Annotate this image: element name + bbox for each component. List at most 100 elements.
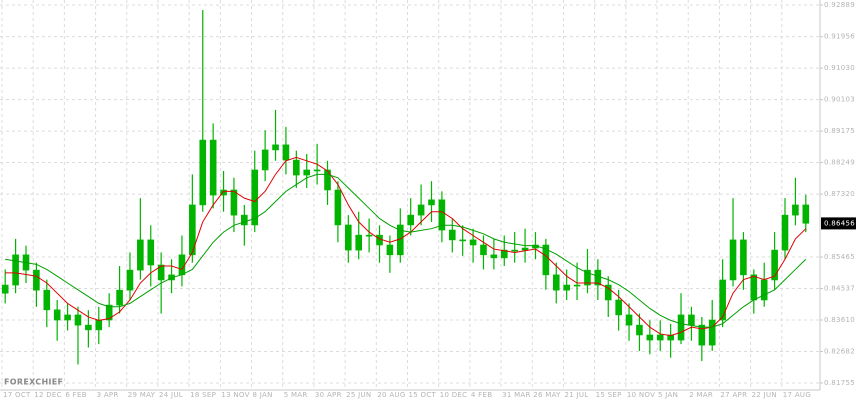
- moving-average-line: [5, 173, 807, 328]
- candle-body: [688, 314, 695, 326]
- y-tick-label: 0.92889: [824, 1, 855, 9]
- candle-body: [293, 159, 300, 176]
- candle-body: [781, 214, 789, 251]
- plot-area: [1, 10, 810, 365]
- candle-body: [677, 314, 685, 341]
- candle-body: [355, 234, 363, 251]
- candle-body: [792, 204, 799, 216]
- candle-body: [386, 244, 394, 256]
- y-tick-label: 0.84537: [824, 285, 855, 293]
- candle-body: [708, 319, 716, 346]
- y-tick-label: 0.87320: [824, 190, 855, 198]
- axis-labels: 0.92889 0.91956 0.91030 0.90103 0.89175 0.882…: [3, 1, 856, 399]
- candle-body: [324, 169, 331, 191]
- x-tick-label: 13 NOV: [221, 391, 249, 399]
- candle-body: [480, 244, 487, 256]
- candle-body: [157, 264, 165, 281]
- candle-body: [116, 289, 123, 306]
- candle-body: [428, 199, 435, 206]
- candle-body: [802, 204, 810, 224]
- candle-body: [448, 229, 456, 241]
- moving-average-line: [5, 156, 807, 337]
- candle-body: [500, 249, 508, 259]
- x-tick-label: 30 APR: [315, 391, 342, 399]
- x-tick-label: 17 OCT: [3, 391, 31, 399]
- candle-body: [646, 334, 654, 341]
- candle-body: [698, 324, 706, 346]
- x-tick-label: 26 MAY: [533, 391, 561, 399]
- candle-body: [563, 284, 570, 291]
- y-tick-label: 0.83610: [824, 316, 855, 324]
- candle-body: [261, 149, 269, 171]
- candle-body: [625, 314, 633, 326]
- x-tick-label: 31 MAR: [502, 391, 531, 399]
- candle-body: [511, 249, 518, 252]
- x-tick-label: 12 DEC: [34, 391, 62, 399]
- candle-body: [147, 239, 155, 266]
- candle-body: [667, 334, 674, 341]
- candle-body: [729, 239, 737, 281]
- candle-body: [407, 214, 414, 226]
- y-tick-label: 0.89175: [824, 127, 855, 135]
- candle-body: [438, 199, 446, 231]
- x-tick-label: 15 OCT: [409, 391, 437, 399]
- x-tick-label: 15 SEP: [596, 391, 622, 399]
- candle-body: [552, 274, 560, 291]
- x-tick-label: 20 AUG: [377, 391, 405, 399]
- candle-body: [365, 234, 373, 237]
- candle-body: [1, 284, 9, 294]
- x-tick-label: 22 JUN: [752, 391, 777, 399]
- candle-body: [85, 324, 92, 331]
- candle-body: [459, 239, 466, 242]
- candle-body: [126, 269, 134, 291]
- x-tick-label: 21 JUL: [564, 391, 588, 399]
- candle-body: [53, 309, 61, 321]
- x-tick-label: 18 SEP: [190, 391, 216, 399]
- candle-body: [95, 319, 103, 331]
- candle-body: [615, 299, 622, 316]
- candle-body: [760, 279, 768, 301]
- candle-body: [74, 314, 82, 326]
- candle-body: [313, 169, 321, 172]
- x-tick-label: 4 FEB: [471, 391, 492, 399]
- candle-body: [636, 324, 643, 336]
- candle-body: [417, 204, 425, 216]
- candle-body: [209, 139, 217, 196]
- candle-body: [199, 139, 207, 206]
- x-tick-label: 29 MAY: [128, 391, 156, 399]
- candle-body: [230, 189, 238, 216]
- candle-body: [220, 189, 227, 196]
- candle-body: [771, 249, 778, 281]
- candle-body: [241, 214, 248, 226]
- last-price-label: 0.86456: [824, 219, 855, 227]
- candle-body: [604, 284, 612, 301]
- candle-body: [345, 224, 352, 251]
- x-tick-label: 5 MAR: [284, 391, 308, 399]
- candle-body: [584, 269, 591, 286]
- y-tick-label: 0.91030: [824, 64, 855, 72]
- candle-body: [189, 204, 196, 256]
- candle-body: [251, 169, 259, 226]
- candle-body: [282, 144, 290, 161]
- candle-body: [521, 247, 529, 251]
- last-price-box: [821, 217, 856, 230]
- x-tick-label: 24 JUL: [159, 391, 183, 399]
- x-tick-label: 10 DEC: [440, 391, 468, 399]
- candle-body: [573, 284, 581, 287]
- candle-body: [303, 169, 311, 176]
- x-tick-label: 8 JAN: [253, 391, 273, 399]
- candle-body: [272, 144, 279, 151]
- x-tick-label: 3 APR: [97, 391, 119, 399]
- candle-body: [490, 254, 498, 259]
- candle-body: [334, 189, 342, 226]
- candle-body: [542, 244, 550, 276]
- x-tick-label: 17 AUG: [783, 391, 811, 399]
- watermark: FOREXCHIEF: [4, 378, 63, 387]
- y-tick-label: 0.81755: [824, 379, 855, 387]
- candle-body: [740, 239, 747, 276]
- candle-body: [719, 279, 726, 321]
- y-tick-label: 0.90103: [824, 96, 855, 104]
- x-tick-label: 6 FEB: [65, 391, 86, 399]
